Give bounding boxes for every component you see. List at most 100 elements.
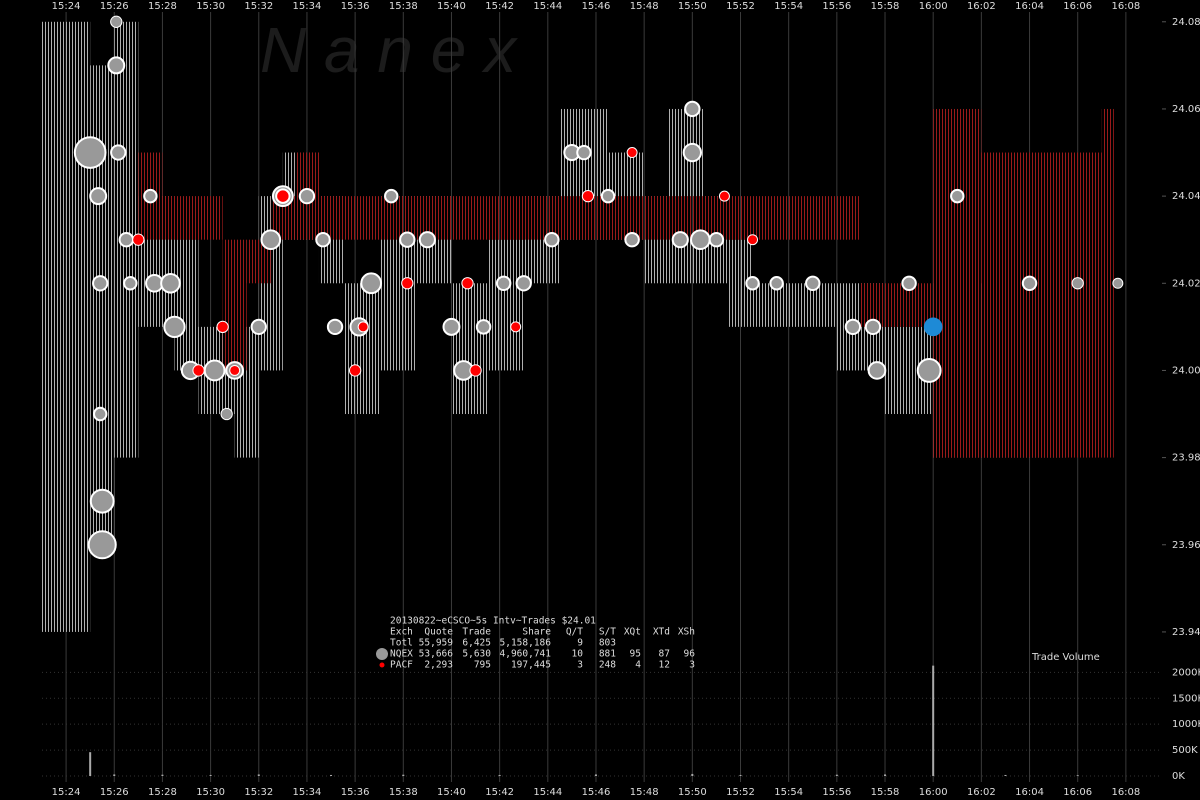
trade-point (495, 275, 512, 291)
y-tick-label: 24.02 (1172, 278, 1200, 289)
trade-point (216, 320, 229, 334)
trade-point (1021, 275, 1038, 291)
x-tick-label: 15:42 (485, 787, 514, 798)
trade-point (708, 231, 725, 248)
x-tick-label: 15:42 (485, 1, 514, 12)
x-tick-label: 15:26 (100, 1, 129, 12)
trade-point (348, 364, 362, 377)
last-trade (923, 317, 943, 337)
volume-bar (89, 752, 92, 776)
x-tick-label: 15:52 (726, 1, 755, 12)
trade-point (747, 234, 759, 246)
trade-point (1112, 277, 1124, 289)
table-cell: 6,425 (462, 638, 491, 649)
trade-point (192, 364, 205, 377)
x-tick-label: 15:36 (341, 1, 370, 12)
x-tick-label: 15:52 (726, 787, 755, 798)
table-cell: 4,960,741 (500, 649, 552, 660)
x-tick-label: 15:26 (100, 787, 129, 798)
trade-point (544, 231, 560, 248)
x-tick-label: 15:56 (822, 1, 851, 12)
legend-swatch (376, 648, 388, 660)
table-cell: 3 (577, 660, 583, 671)
trade-point (475, 319, 492, 335)
trade-point (805, 275, 821, 291)
x-tick-label: 15:36 (341, 787, 370, 798)
trade-point (357, 321, 369, 333)
x-tick-label: 15:46 (582, 787, 611, 798)
trade-point (384, 188, 399, 204)
quote-band (174, 239, 199, 371)
x-tick-label: 15:40 (437, 787, 466, 798)
table-cell: 5,158,186 (500, 638, 552, 649)
trade-point (326, 318, 344, 336)
table-cell: 9 (577, 638, 583, 649)
quote-band (42, 21, 91, 632)
trade-point (220, 407, 233, 421)
y-tick-label: 23.98 (1172, 453, 1200, 464)
x-tick-label: 15:28 (148, 1, 177, 12)
x-tick-label: 15:44 (533, 787, 562, 798)
volume-bar (1076, 775, 1079, 776)
x-tick-label: 16:04 (1015, 1, 1044, 12)
table-cell: 197,445 (511, 660, 551, 671)
y-tick-label: 24.04 (1172, 191, 1200, 202)
quote-band (860, 283, 910, 327)
trade-point (844, 318, 862, 336)
x-tick-label: 15:38 (389, 787, 418, 798)
volume-bar (1004, 774, 1007, 776)
y-tick-label: 23.96 (1172, 540, 1200, 551)
x-tick-label: 15:24 (52, 787, 81, 798)
volume-bar (594, 774, 597, 776)
y-tick-label: 0K (1172, 771, 1185, 782)
volume-bar (835, 774, 838, 776)
x-tick-label: 15:54 (774, 1, 803, 12)
x-tick-label: 15:54 (774, 787, 803, 798)
y-tick-label: 23.94 (1172, 627, 1200, 638)
x-tick-label: 16:00 (919, 787, 948, 798)
trade-point (576, 144, 592, 161)
volume-bar (257, 774, 260, 776)
trade-point (469, 364, 482, 377)
trade-point (399, 231, 416, 248)
quote-band (933, 108, 982, 458)
trade-point (684, 100, 701, 118)
trade-point (118, 231, 135, 248)
y-tick-label: 24.08 (1172, 17, 1200, 28)
x-tick-label: 15:34 (293, 1, 322, 12)
trade-point (442, 317, 461, 336)
trade-point (769, 276, 784, 291)
trade-point (690, 229, 711, 250)
table-cell: 3 (689, 660, 695, 671)
x-tick-label: 16:08 (1111, 1, 1140, 12)
table-cell: 795 (474, 660, 491, 671)
trade-point (360, 272, 383, 295)
trade-point (163, 315, 186, 339)
table-header: Exch (390, 627, 413, 638)
x-tick-label: 15:24 (52, 1, 81, 12)
x-tick-label: 15:30 (196, 1, 225, 12)
trade-point (89, 187, 108, 206)
trade-point (864, 318, 882, 336)
x-tick-label: 15:50 (678, 787, 707, 798)
table-cell: Totl (390, 638, 413, 649)
trade-point (624, 231, 640, 248)
volume-bar (209, 774, 212, 776)
legend-swatch (379, 662, 385, 668)
trade-point (275, 188, 291, 204)
x-tick-label: 15:40 (437, 1, 466, 12)
x-tick-label: 15:48 (630, 787, 659, 798)
quote-band (222, 239, 247, 371)
volume-bar (884, 774, 887, 776)
panel-label: Trade Volume (1031, 652, 1100, 663)
volume-bar (402, 774, 405, 776)
table-header: Trade (462, 627, 491, 638)
trade-point (203, 359, 226, 382)
trade-point (671, 231, 689, 249)
x-tick-label: 16:00 (919, 1, 948, 12)
x-tick-label: 15:30 (196, 787, 225, 798)
trade-point (581, 189, 595, 203)
y-tick-label: 2000K (1172, 667, 1200, 678)
watermark: N a n e x (260, 14, 518, 86)
